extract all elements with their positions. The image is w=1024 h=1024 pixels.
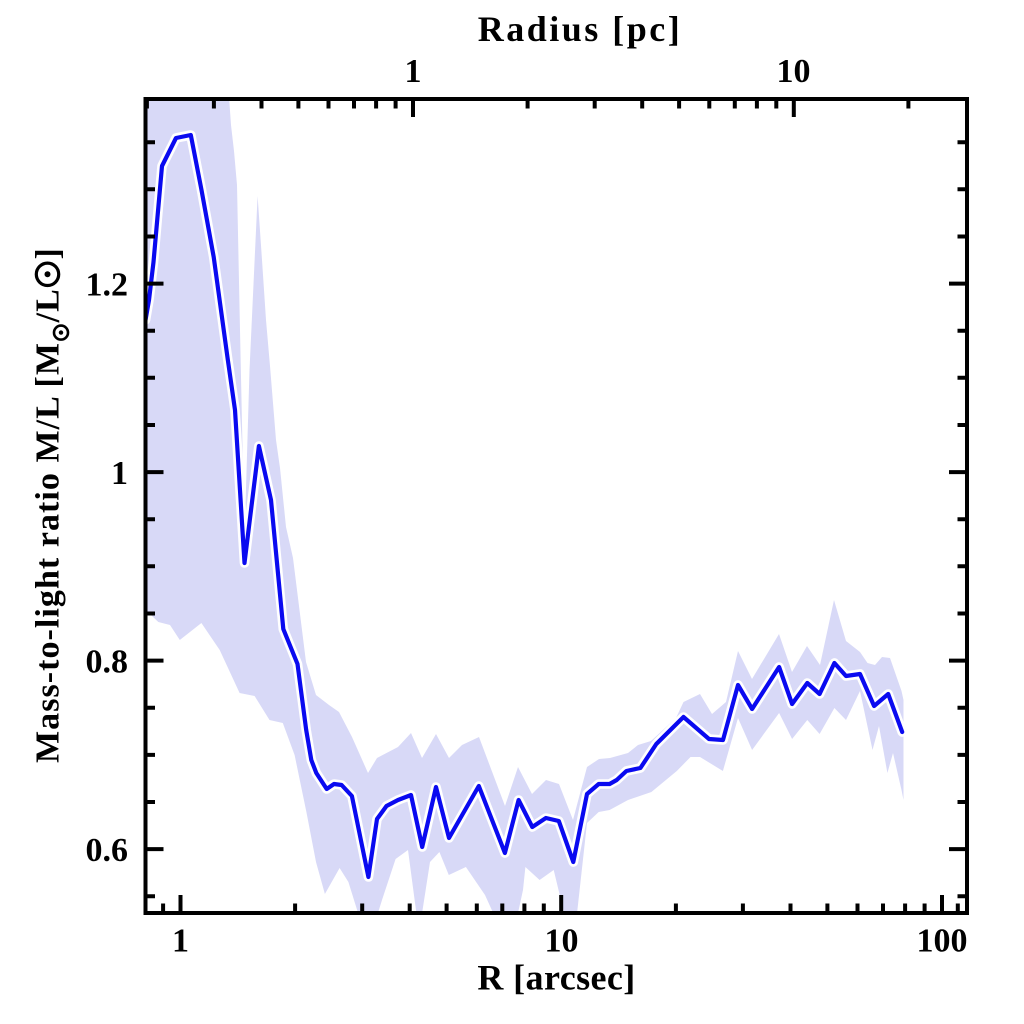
svg-text:1: 1 [405,53,422,90]
svg-text:10: 10 [777,53,811,90]
svg-text:1: 1 [172,922,189,959]
svg-text:10: 10 [545,922,579,959]
svg-text:Mass-to-light ratio M/L [M: Mass-to-light ratio M/L [M [30,342,67,763]
svg-text:0.8: 0.8 [86,643,129,680]
svg-text:/L: /L [30,288,67,323]
svg-text:100: 100 [917,922,968,959]
svg-text:R [arcsec]: R [arcsec] [477,958,635,998]
svg-text:Radius [pc]: Radius [pc] [478,9,683,49]
svg-text:]: ] [30,247,67,259]
svg-text:0.6: 0.6 [86,832,129,869]
svg-text:1: 1 [111,455,128,492]
svg-text:1.2: 1.2 [86,266,129,303]
